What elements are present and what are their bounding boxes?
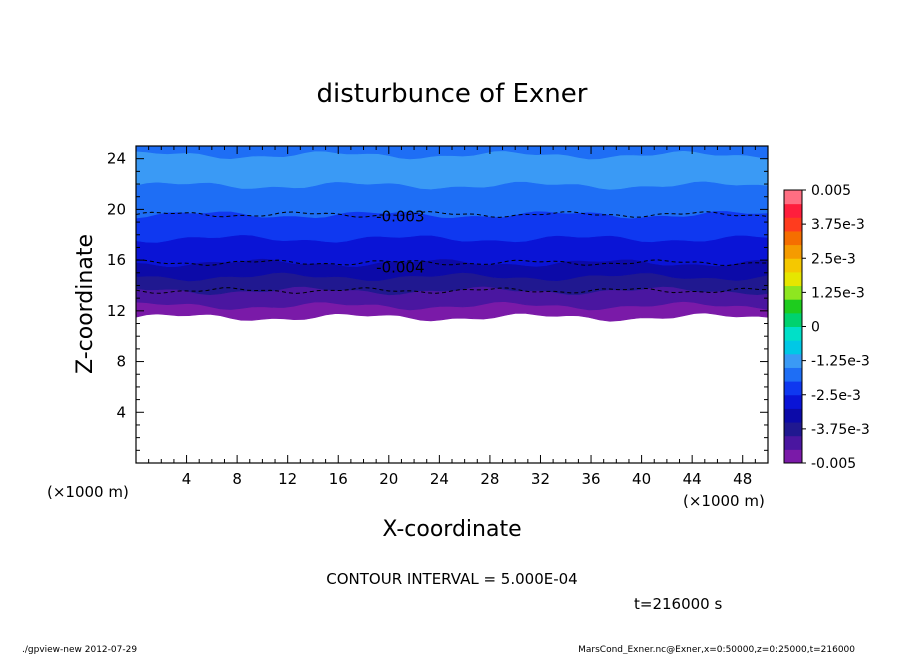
contour-line bbox=[136, 287, 768, 294]
contour-label: -0.003 bbox=[376, 208, 424, 226]
x-tick-label: 32 bbox=[531, 470, 550, 488]
x-tick-label: 12 bbox=[278, 470, 297, 488]
contour-fill bbox=[136, 146, 768, 322]
x-tick-label: 48 bbox=[733, 470, 752, 488]
colorbar-swatch bbox=[784, 367, 802, 382]
colorbar-label: -3.75e-3 bbox=[811, 422, 870, 438]
colorbar-swatch bbox=[784, 381, 802, 396]
colorbar-swatch bbox=[784, 299, 802, 314]
plot-area: -0.003 -0.004 bbox=[136, 146, 768, 322]
colorbar-swatch bbox=[784, 353, 802, 368]
colorbar-swatch bbox=[784, 326, 802, 341]
colorbar-swatch bbox=[784, 244, 802, 259]
x-tick-label: 28 bbox=[480, 470, 499, 488]
x-tick-label: 44 bbox=[683, 470, 702, 488]
colorbar-label: 0 bbox=[811, 320, 820, 336]
colorbar-swatch bbox=[784, 312, 802, 327]
chart-title: disturbunce of Exner bbox=[317, 79, 588, 109]
colorbar-label: -2.5e-3 bbox=[811, 388, 861, 404]
x-axis-label: X-coordinate bbox=[382, 517, 521, 542]
colorbar-swatch bbox=[784, 258, 802, 273]
y-tick-label: 16 bbox=[107, 251, 126, 269]
colorbar-swatch bbox=[784, 408, 802, 423]
contour-label: -0.004 bbox=[376, 258, 424, 276]
y-axis-label: Z-coordinate bbox=[73, 234, 98, 374]
colorbar-swatch bbox=[784, 217, 802, 232]
x-tick-label: 36 bbox=[581, 470, 600, 488]
colorbar-swatch bbox=[784, 190, 802, 205]
colorbar-swatch bbox=[784, 435, 802, 450]
footer-left: ./gpview-new 2012-07-29 bbox=[22, 645, 137, 654]
colorbar-swatch bbox=[784, 449, 802, 464]
colorbar-swatch bbox=[784, 340, 802, 355]
colorbar-swatch bbox=[784, 422, 802, 437]
contour-line bbox=[136, 259, 768, 266]
y-tick-label: 20 bbox=[107, 200, 126, 218]
contour-band bbox=[136, 146, 768, 160]
y-tick-label: 12 bbox=[107, 302, 126, 320]
colorbar-label: 0.005 bbox=[811, 183, 851, 199]
colorbar-swatch bbox=[784, 271, 802, 287]
colorbar-swatch bbox=[784, 203, 802, 218]
y-tick-label: 4 bbox=[116, 403, 126, 421]
y-tick-label: 24 bbox=[107, 150, 126, 168]
x-axis-unit: (×1000 m) bbox=[683, 492, 765, 510]
colorbar-label: 1.25e-3 bbox=[811, 285, 865, 301]
footer-right: MarsCond_Exner.nc@Exner,x=0:50000,z=0:25… bbox=[578, 645, 855, 654]
contour-interval: CONTOUR INTERVAL = 5.000E-04 bbox=[326, 570, 577, 588]
colorbar-swatch bbox=[784, 285, 802, 300]
y-axis-unit: (×1000 m) bbox=[47, 483, 129, 501]
x-tick-label: 8 bbox=[232, 470, 242, 488]
contour-line bbox=[136, 211, 768, 218]
x-tick-label: 16 bbox=[329, 470, 348, 488]
x-tick-label: 24 bbox=[430, 470, 449, 488]
colorbar-label: 2.5e-3 bbox=[811, 251, 856, 267]
colorbar-swatch bbox=[784, 230, 802, 246]
colorbar-label: -0.005 bbox=[811, 456, 856, 472]
colorbar: 0.005 3.75e-3 2.5e-3 1.25e-3 0 -1.25e-3 -2.5e-… bbox=[783, 183, 870, 472]
colorbar-swatch bbox=[784, 394, 802, 409]
x-tick-label: 40 bbox=[632, 470, 651, 488]
x-tick-label: 20 bbox=[379, 470, 398, 488]
time-label: t=216000 s bbox=[634, 595, 722, 613]
x-tick-label: 4 bbox=[182, 470, 192, 488]
colorbar-label: -1.25e-3 bbox=[811, 354, 870, 370]
colorbar-label: 3.75e-3 bbox=[811, 217, 865, 233]
y-tick-label: 8 bbox=[116, 353, 126, 371]
